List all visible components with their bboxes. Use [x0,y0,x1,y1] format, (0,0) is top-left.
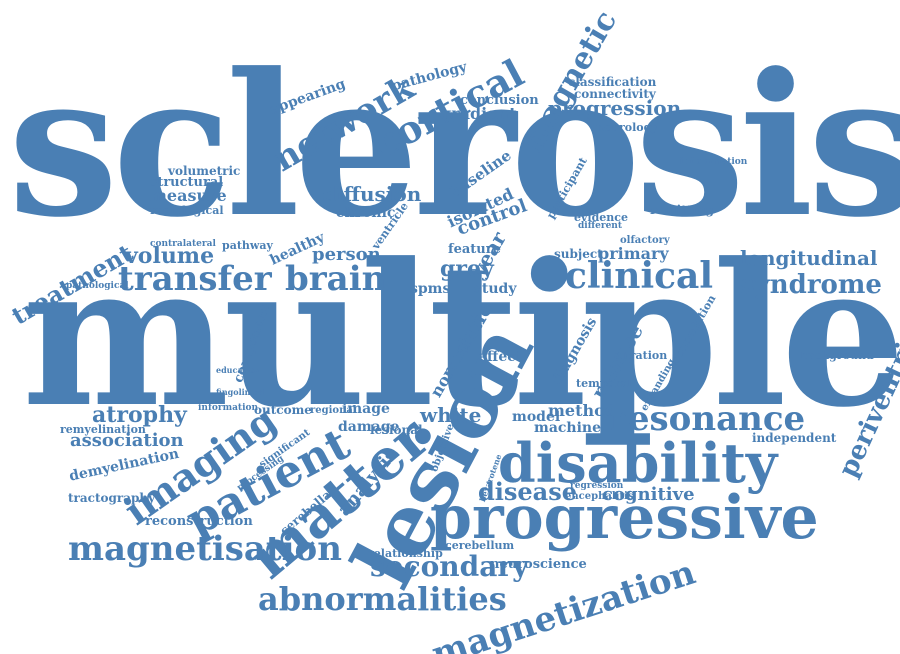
word-lesional: lesional [370,423,423,437]
word-grey: grey [440,256,494,282]
word-fingolimod: fingolimod [216,387,265,397]
word-magnetisation: magnetisation [68,529,342,569]
word-remyelination: remyelination [60,423,146,436]
word-brain: brain [285,259,387,299]
word-regression: regression [570,481,624,491]
word-diffusion: diffusion [322,182,422,206]
word-pathological: pathological [66,281,129,291]
word-independent: independent [752,431,837,445]
word-resonance: resonance [610,399,806,439]
word-damage: damage [338,419,400,435]
word-neurology: neurology [596,121,658,134]
word-temporal: temporal [576,377,632,390]
word-transfer: transfer [118,259,272,299]
word-clinical: clinical [565,255,714,297]
word-association: association [70,430,184,451]
word-volumetric: volumetric [168,164,241,178]
word-progressive: progressive [430,483,819,553]
word-evidence: evidence [574,211,628,224]
word-person: person [312,244,381,265]
word-conclusion: conclusion [460,93,539,108]
word-feature: feature [448,242,501,257]
word-contralateral: contralateral [150,239,216,249]
word-connectivity: connectivity [574,87,656,101]
word-secondary: secondary [370,550,529,583]
word-progression: progression [548,96,682,120]
word-disability: disability [498,431,778,495]
word-atrophy: atrophy [92,402,187,428]
word-method: method [548,401,616,420]
word-duration: duration [614,349,668,362]
word-spms: spms [410,281,451,297]
word-longitudinal: longitudinal [740,246,878,270]
word-cognitive: cognitive [602,484,695,505]
word-image: image [342,401,390,417]
word-measure: measure [150,186,227,205]
word-effect: effect [478,349,523,365]
word-encephalitis: encephalitis [565,491,634,502]
word-inflammation: inflammation [680,157,748,167]
word-sclerosis: sclerosis [8,31,900,261]
word-education: education [216,365,261,375]
word-radiological: radiological [150,204,224,217]
word-chronic: chronic [336,205,396,221]
word-abnormalities: abnormalities [258,580,507,618]
word-cerebellum: cerebellum [445,539,515,552]
word-regional: regional [310,405,357,416]
word-remitting: remitting [650,203,714,217]
word-different: different [578,221,622,231]
word-disease: disease [478,477,578,506]
word-structural: structural [150,175,224,190]
word-machine: machine [534,420,601,436]
word-pathway: pathway [222,239,273,252]
word-relationship: relationship [368,547,443,560]
word-classification: classification [568,75,657,89]
word-reconstruction: reconstruction [145,514,253,529]
word-syndrome: syndrome [740,270,882,300]
word-multiple: multiple [22,221,900,451]
word-information: information [198,403,259,413]
word-background: background [800,349,874,362]
word-outcome: outcome [254,403,312,417]
word-tractography: tractography [68,491,156,505]
word-olfactory: olfactory [620,235,670,246]
word-neuroscience: neuroscience [490,557,587,572]
word-model: model [512,409,561,425]
word-volume: volume [125,243,215,269]
word-study: study [474,281,517,297]
word-primary: primary [598,244,669,263]
word-subject: subject [554,247,603,261]
word-gradient: gradient [440,104,517,123]
word-white: white [420,403,482,427]
